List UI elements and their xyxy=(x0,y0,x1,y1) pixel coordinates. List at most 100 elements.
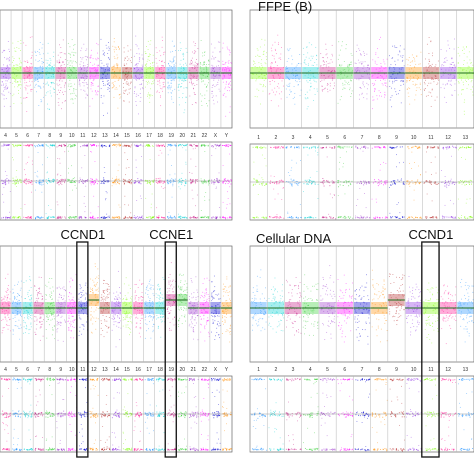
allele-frequency-points xyxy=(188,378,199,452)
copy-number-points xyxy=(354,274,371,345)
x-tick-label: 12 xyxy=(445,367,451,373)
chromosome-1: 1 xyxy=(249,10,268,220)
chromosome-9: 9 xyxy=(54,10,67,220)
copy-number-points xyxy=(440,38,457,103)
allele-frequency-points xyxy=(166,143,177,219)
x-tick-label: 9 xyxy=(395,135,398,141)
chromosome-13: 13 xyxy=(99,246,111,452)
allele-frequency-points xyxy=(155,377,166,452)
chromosome-8: 8 xyxy=(43,246,56,452)
chromosome-X: X xyxy=(209,246,221,452)
panel-top-left: 4 5 6 7 8 9 10 11 12 13 14 15 16 17 18 19 20 21 22 X Y xyxy=(0,9,233,221)
allele-frequency-points xyxy=(406,145,422,220)
chromosome-16: 16 xyxy=(132,246,144,452)
x-tick-label: 7 xyxy=(37,133,40,139)
allele-frequency-points xyxy=(12,377,22,452)
copy-number-points xyxy=(100,279,111,338)
copy-number-points xyxy=(45,42,55,110)
x-tick-label: 3 xyxy=(292,367,295,373)
x-tick-label: 10 xyxy=(69,367,75,373)
copy-number-points xyxy=(302,42,319,110)
chromosome-15: 15 xyxy=(121,246,133,452)
chromosome-5: 5 xyxy=(10,246,23,452)
allele-frequency-points xyxy=(177,378,188,451)
x-tick-label: 16 xyxy=(135,133,141,139)
copy-number-points xyxy=(144,279,155,339)
panel-bottom-left: 4 5 6 7 8 9 10 11 12 13 14 15 16 17 18 19 20 21 22 X Y xyxy=(0,245,233,453)
copy-number-points xyxy=(111,270,122,348)
x-tick-label: Y xyxy=(225,133,229,139)
allele-frequency-points xyxy=(100,378,111,451)
allele-frequency-points xyxy=(337,378,354,452)
x-tick-label: 2 xyxy=(274,367,277,373)
chromosome-6: 6 xyxy=(335,10,354,220)
x-tick-label: 10 xyxy=(411,135,417,141)
copy-number-points xyxy=(285,48,302,105)
copy-number-points xyxy=(23,276,33,334)
chromosome-Y: Y xyxy=(220,10,232,220)
allele-frequency-points xyxy=(188,144,199,219)
allele-frequency-points xyxy=(457,146,473,219)
allele-frequency-points xyxy=(78,378,89,451)
x-tick-label: 4 xyxy=(4,133,7,139)
chromosome-4: 4 xyxy=(0,246,12,452)
chromosome-6: 6 xyxy=(335,246,354,452)
copy-number-points xyxy=(89,263,100,334)
chromosome-3: 3 xyxy=(284,10,302,220)
allele-frequency-points xyxy=(285,378,302,451)
x-tick-label: 18 xyxy=(157,367,163,373)
allele-frequency-points xyxy=(199,378,210,451)
copy-number-points xyxy=(371,269,388,343)
chromosome-7: 7 xyxy=(32,10,45,220)
chromosome-14: 14 xyxy=(110,246,122,452)
allele-frequency-points xyxy=(423,145,440,219)
x-tick-label: 1 xyxy=(257,135,260,141)
x-tick-label: 10 xyxy=(69,133,75,139)
allele-frequency-points xyxy=(34,378,45,451)
allele-frequency-points xyxy=(12,144,22,219)
x-tick-label: 15 xyxy=(124,133,130,139)
allele-frequency-points xyxy=(155,144,166,220)
x-tick-label: 17 xyxy=(146,133,152,139)
x-tick-label: 18 xyxy=(157,133,163,139)
allele-frequency-points xyxy=(89,143,100,219)
chromosome-9: 9 xyxy=(54,246,67,452)
allele-frequency-points xyxy=(133,378,144,452)
chromosome-9: 9 xyxy=(387,10,406,220)
allele-frequency-points xyxy=(269,146,285,219)
chromosome-12: 12 xyxy=(88,10,100,220)
allele-frequency-points xyxy=(89,378,99,451)
x-tick-label: 11 xyxy=(428,135,433,141)
copy-number-frame xyxy=(0,245,233,363)
allele-frequency-points xyxy=(423,377,440,452)
copy-number-points xyxy=(251,38,268,105)
x-tick-label: 17 xyxy=(146,367,152,373)
x-tick-label: 11 xyxy=(80,367,85,373)
chromosome-21: 21 xyxy=(187,246,199,452)
x-tick-label: 11 xyxy=(428,367,433,373)
allele-frequency-points xyxy=(389,146,405,219)
copy-number-frame xyxy=(0,9,233,129)
x-tick-label: 8 xyxy=(378,135,381,141)
title-bottom-right: Cellular DNA xyxy=(256,231,331,246)
chromosome-20: 20 xyxy=(176,246,188,452)
allele-frequency-points xyxy=(440,378,457,452)
allele-frequency-points xyxy=(371,146,388,220)
title-top-right: FFPE (B) xyxy=(258,0,312,14)
x-tick-label: 5 xyxy=(15,133,18,139)
chromosome-2: 2 xyxy=(266,10,285,220)
allele-frequency-points xyxy=(23,144,33,219)
chromosome-5: 5 xyxy=(10,10,23,220)
copy-number-points xyxy=(423,282,440,344)
copy-number-points xyxy=(122,45,133,103)
chromosome-6: 6 xyxy=(21,246,34,452)
allele-frequency-points xyxy=(200,144,210,219)
chromosome-10: 10 xyxy=(404,10,423,220)
highlight-ccnd1: CCND1 xyxy=(60,227,105,458)
allele-frequency-points xyxy=(285,146,302,219)
x-tick-label: 14 xyxy=(113,367,119,373)
x-tick-label: 20 xyxy=(180,367,186,373)
copy-number-points xyxy=(12,39,22,105)
x-tick-label: 19 xyxy=(168,367,174,373)
